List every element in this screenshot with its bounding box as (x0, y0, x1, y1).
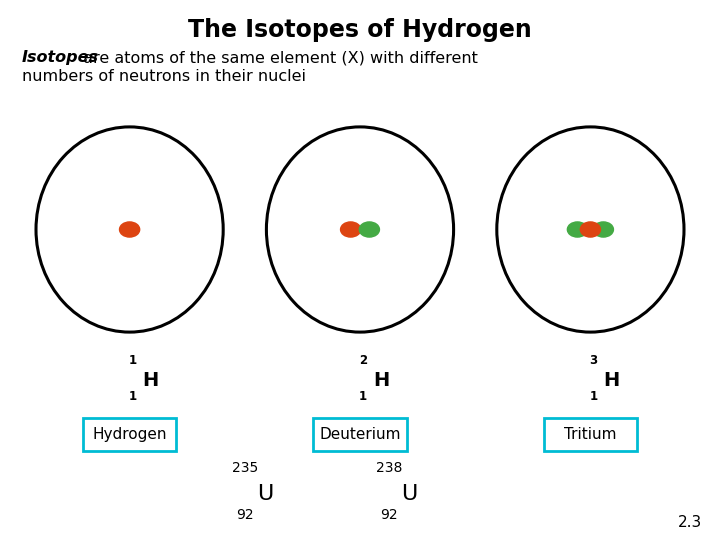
Text: are atoms of the same element (X) with different: are atoms of the same element (X) with d… (78, 50, 477, 65)
Text: 92: 92 (236, 508, 253, 522)
FancyBboxPatch shape (544, 418, 637, 451)
Text: H: H (603, 371, 620, 390)
Circle shape (580, 222, 600, 237)
Text: 92: 92 (380, 508, 397, 522)
Text: U: U (401, 484, 418, 504)
Text: The Isotopes of Hydrogen: The Isotopes of Hydrogen (188, 18, 532, 42)
Text: H: H (373, 371, 390, 390)
Text: 1: 1 (359, 390, 367, 403)
Text: numbers of neutrons in their nuclei: numbers of neutrons in their nuclei (22, 69, 305, 84)
Text: 238: 238 (376, 461, 402, 475)
Circle shape (359, 222, 379, 237)
Text: 2.3: 2.3 (678, 515, 702, 530)
Circle shape (593, 222, 613, 237)
Text: 2: 2 (359, 354, 367, 367)
Text: Isotopes: Isotopes (22, 50, 99, 65)
Circle shape (120, 222, 140, 237)
Text: U: U (257, 484, 274, 504)
Text: Hydrogen: Hydrogen (92, 427, 167, 442)
Text: Deuterium: Deuterium (319, 427, 401, 442)
Circle shape (341, 222, 361, 237)
FancyBboxPatch shape (83, 418, 176, 451)
Circle shape (567, 222, 588, 237)
Text: H: H (143, 371, 159, 390)
Text: 1: 1 (128, 390, 137, 403)
Text: Tritium: Tritium (564, 427, 616, 442)
Text: 3: 3 (589, 354, 598, 367)
Text: 1: 1 (128, 354, 137, 367)
FancyBboxPatch shape (313, 418, 407, 451)
Text: 235: 235 (232, 461, 258, 475)
Text: 1: 1 (589, 390, 598, 403)
